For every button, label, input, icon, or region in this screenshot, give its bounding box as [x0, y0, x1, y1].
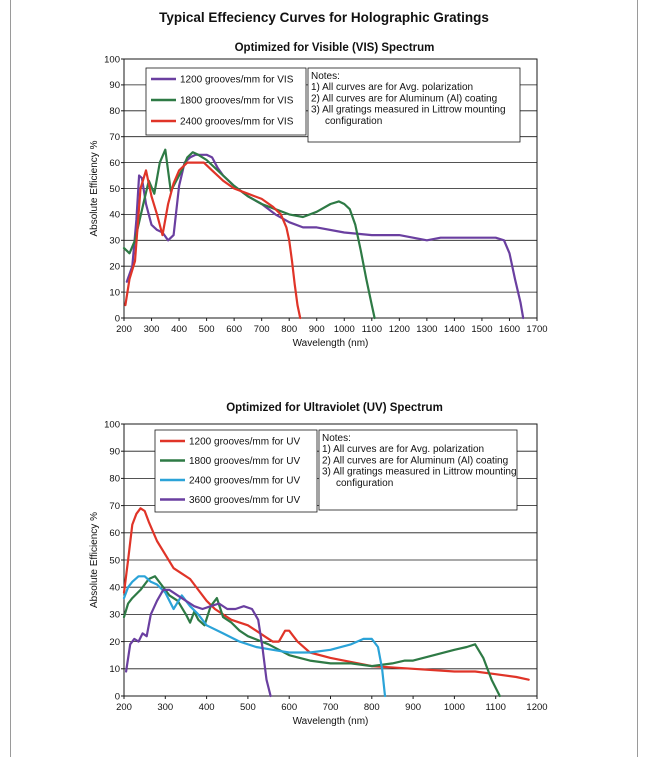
note-line: configuration [325, 116, 382, 127]
y-tick-label: 0 [115, 691, 120, 702]
page-title: Typical Effeciency Curves for Holographi… [159, 10, 489, 25]
y-tick-label: 60 [109, 528, 120, 539]
note-line: 1) All curves are for Avg. polarization [322, 444, 484, 455]
x-tick-label: 800 [281, 324, 297, 335]
x-tick-label: 1300 [416, 324, 437, 335]
x-tick-label: 700 [254, 324, 270, 335]
x-tick-label: 300 [144, 324, 160, 335]
x-tick-label: 1600 [499, 324, 520, 335]
x-tick-label: 200 [116, 702, 132, 713]
y-axis-label: Absolute Efficiency % [89, 512, 100, 608]
y-tick-label: 100 [104, 419, 120, 430]
note-line: Notes: [322, 433, 351, 444]
y-tick-label: 0 [115, 313, 120, 324]
y-tick-label: 40 [109, 210, 120, 221]
note-line: 2) All curves are for Aluminum (Al) coat… [311, 93, 497, 104]
notes-box [307, 67, 521, 143]
note-line: Notes: [311, 71, 340, 82]
x-tick-label: 1700 [526, 324, 547, 335]
legend-entry: 1200 grooves/mm for UV [189, 437, 300, 448]
series-line-2 [122, 148, 376, 320]
x-tick-label: 1500 [471, 324, 492, 335]
series-line-1 [125, 153, 525, 320]
series-line-1 [122, 507, 530, 681]
x-tick-label: 300 [157, 702, 173, 713]
legend-entry: 2400 grooves/mm for UV [189, 476, 300, 487]
x-tick-label: 800 [364, 702, 380, 713]
chart-uv: Optimized for Ultraviolet (UV) Spectrum 0… [89, 402, 548, 727]
y-tick-label: 10 [109, 664, 120, 675]
x-tick-label: 1200 [526, 702, 547, 713]
note-line: 2) All curves are for Aluminum (Al) coat… [322, 455, 508, 466]
y-tick-label: 50 [109, 184, 120, 195]
y-tick-label: 30 [109, 236, 120, 247]
y-tick-label: 20 [109, 262, 120, 273]
notes-box [318, 429, 518, 511]
chart-vis: Optimized for Visible (VIS) Spectrum 0 10 2… [89, 42, 548, 349]
x-tick-label: 500 [199, 324, 215, 335]
series-line-2 [122, 575, 501, 698]
note-line: 3) All gratings measured in Littrow moun… [311, 105, 506, 116]
x-axis-label: Wavelength (nm) [293, 716, 369, 727]
x-tick-label: 700 [323, 702, 339, 713]
chart-title: Optimized for Visible (VIS) Spectrum [235, 42, 435, 54]
y-tick-label: 100 [104, 54, 120, 65]
x-tick-label: 400 [171, 324, 187, 335]
y-tick-label: 10 [109, 287, 120, 298]
x-tick-label: 1100 [362, 324, 382, 335]
y-axis-label: Absolute Efficiency % [89, 140, 100, 236]
series-line-4 [124, 588, 272, 698]
x-tick-label: 900 [309, 324, 325, 335]
legend-entry: 1800 grooves/mm for UV [189, 456, 300, 467]
x-tick-label: 1400 [444, 324, 465, 335]
y-tick-label: 90 [109, 447, 120, 458]
series-line-3 [122, 575, 387, 698]
x-tick-label: 600 [281, 702, 297, 713]
y-tick-label: 60 [109, 158, 120, 169]
x-tick-label: 500 [240, 702, 256, 713]
series-line-3 [124, 161, 302, 320]
x-tick-label: 1000 [334, 324, 355, 335]
y-tick-label: 80 [109, 474, 120, 485]
x-tick-label: 1000 [444, 702, 465, 713]
x-axis-label: Wavelength (nm) [293, 338, 369, 349]
y-tick-label: 70 [109, 501, 120, 512]
y-tick-label: 30 [109, 610, 120, 621]
note-line: 1) All curves are for Avg. polarization [311, 82, 473, 93]
x-tick-label: 600 [226, 324, 242, 335]
x-tick-label: 1100 [485, 702, 505, 713]
legend-entry: 1200 grooves/mm for VIS [180, 75, 294, 86]
legend-entry: 1800 grooves/mm for VIS [180, 96, 294, 107]
y-tick-label: 40 [109, 583, 120, 594]
x-tick-label: 1200 [389, 324, 410, 335]
y-tick-label: 70 [109, 132, 120, 143]
x-tick-label: 400 [199, 702, 215, 713]
note-line: 3) All gratings measured in Littrow moun… [322, 467, 517, 478]
y-tick-label: 50 [109, 555, 120, 566]
page-frame [10, 0, 638, 757]
y-tick-label: 20 [109, 637, 120, 648]
x-tick-label: 900 [405, 702, 421, 713]
y-tick-label: 90 [109, 80, 120, 91]
x-tick-label: 200 [116, 324, 132, 335]
legend-entry: 2400 grooves/mm for VIS [180, 117, 294, 128]
note-line: configuration [336, 478, 393, 489]
chart-title: Optimized for Ultraviolet (UV) Spectrum [226, 402, 443, 414]
legend-entry: 3600 grooves/mm for UV [189, 495, 300, 506]
y-tick-label: 80 [109, 106, 120, 117]
